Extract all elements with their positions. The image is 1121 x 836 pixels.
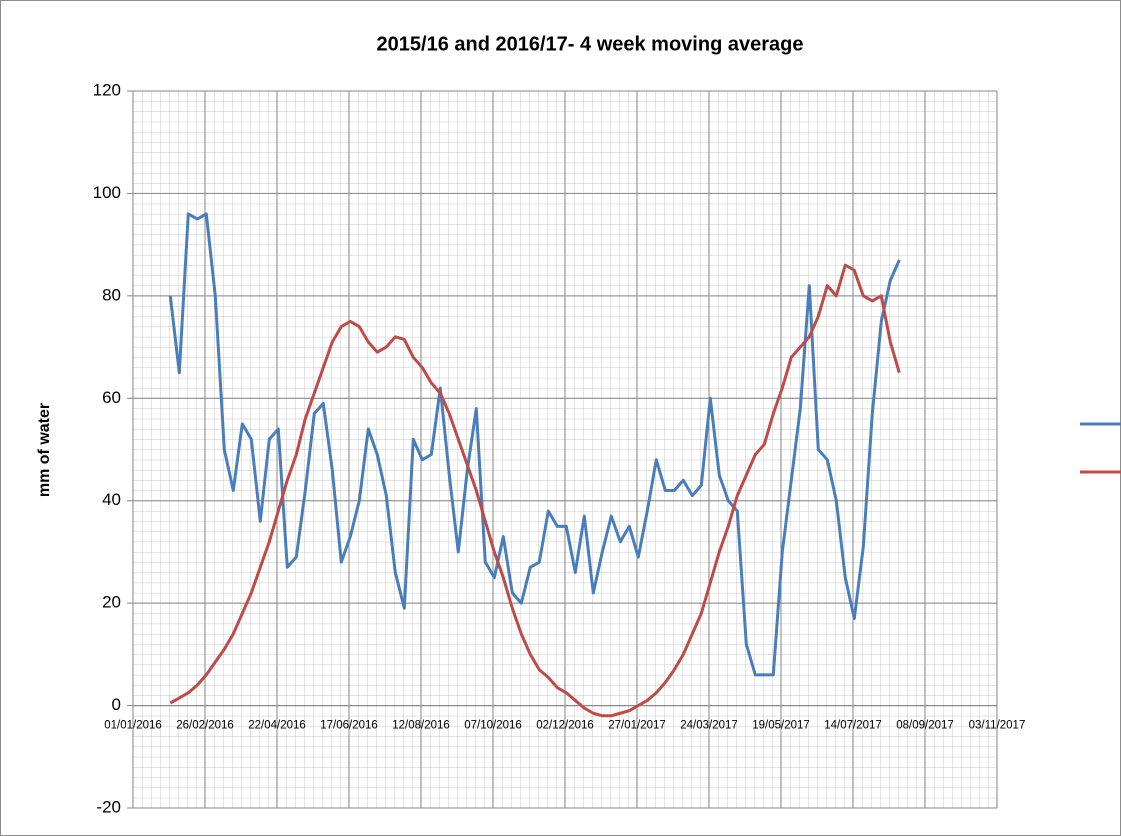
x-tick-label: 02/12/2016 [536, 720, 594, 732]
y-tick-label: -20 [96, 797, 121, 816]
x-tick-label: 22/04/2016 [248, 720, 306, 732]
y-tick-label: 60 [102, 388, 121, 407]
y-axis-label: mm of water [36, 403, 53, 497]
series-line [168, 212, 901, 677]
y-tick-label: 40 [102, 490, 121, 509]
chart-title: 2015/16 and 2016/17- 4 week moving avera… [377, 33, 804, 55]
x-tick-label: 08/09/2017 [896, 720, 954, 732]
x-tick-label: 07/10/2016 [464, 720, 522, 732]
y-tick-label: 0 [112, 695, 121, 714]
x-tick-label: 19/05/2017 [752, 720, 810, 732]
y-tick-label: 120 [93, 80, 121, 99]
y-tick-label: 80 [102, 285, 121, 304]
y-tick-label: 100 [93, 183, 121, 202]
x-tick-label: 03/11/2017 [969, 720, 1026, 732]
x-tick-label: 27/01/2017 [608, 720, 666, 732]
series-line [169, 263, 901, 718]
x-tick-label: 17/06/2016 [320, 720, 378, 732]
x-tick-label: 24/03/2017 [680, 720, 738, 732]
y-tick-label: 20 [102, 593, 121, 612]
x-tick-label: 26/02/2016 [176, 720, 234, 732]
x-tick-label: 14/07/2017 [824, 720, 882, 732]
x-tick-label: 12/08/2016 [392, 720, 450, 732]
